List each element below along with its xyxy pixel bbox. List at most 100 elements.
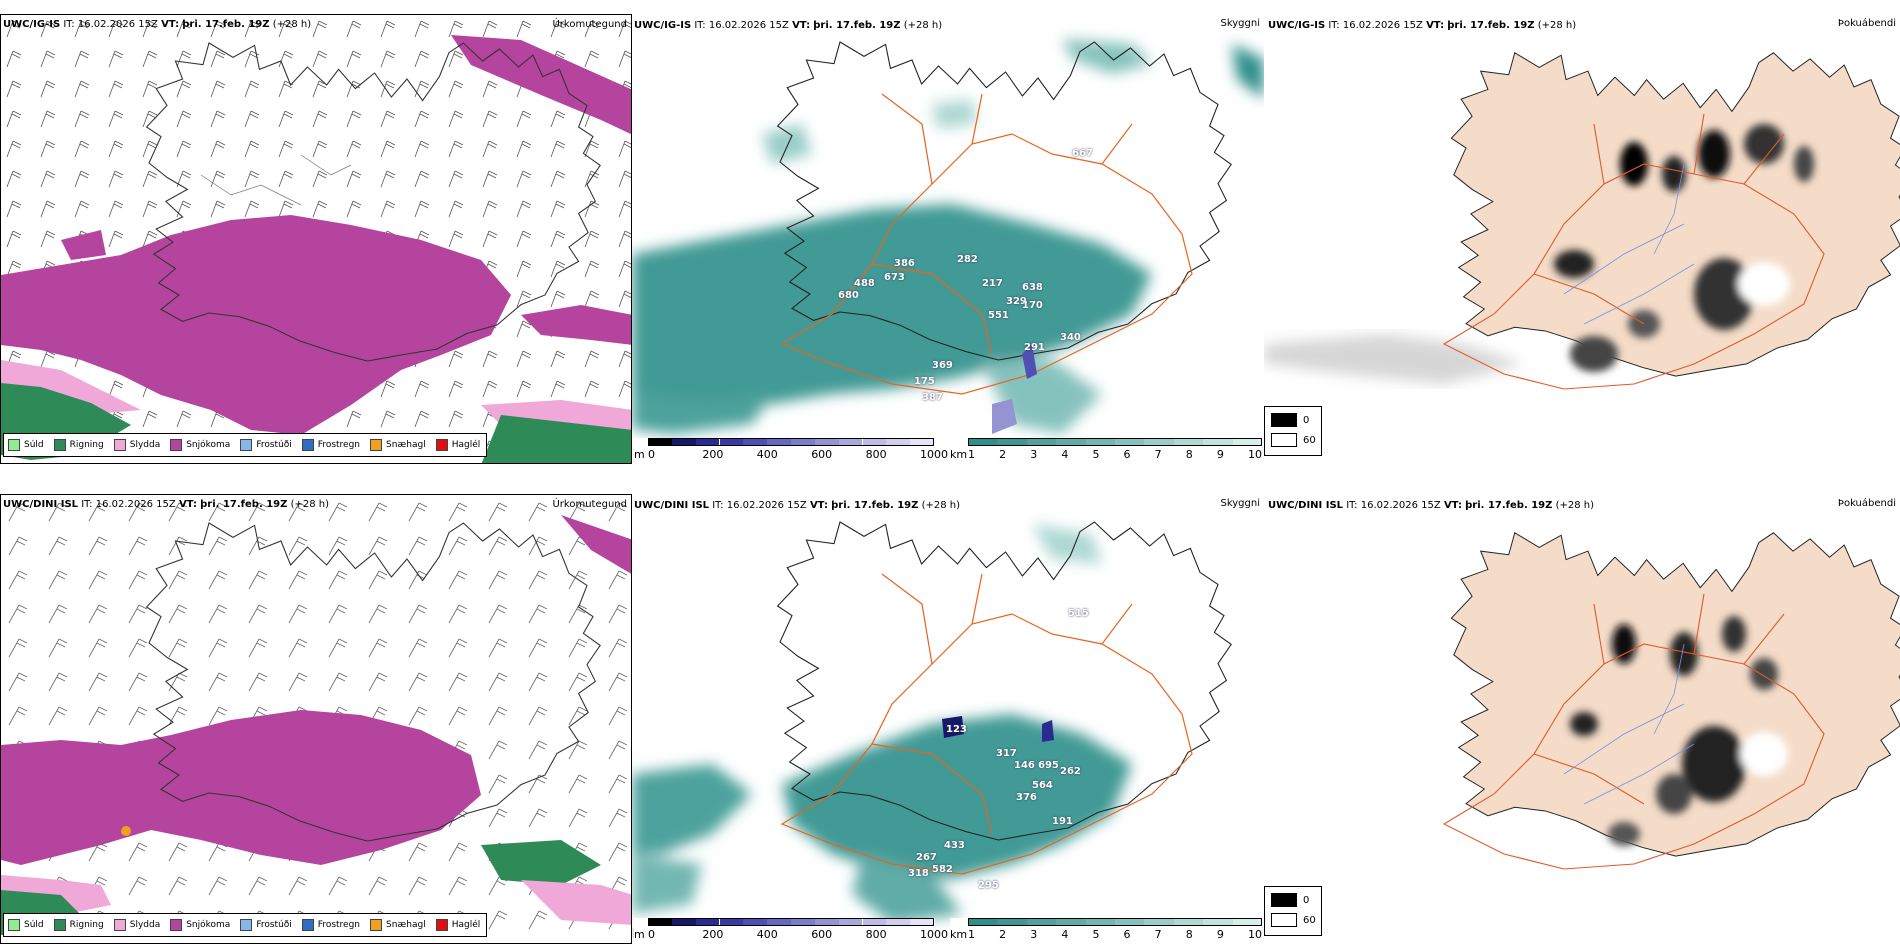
snow-area <box>61 230 106 260</box>
peak-height-label: 262 <box>1060 766 1081 777</box>
fog-legend-value: 0 <box>1303 414 1310 426</box>
run-header: UWC/IG-IS IT: 16.02.2026 15Z VT: þri. 17… <box>634 20 943 31</box>
legend-label: Snæhagl <box>386 920 426 930</box>
colorbar-unit: km <box>950 448 968 461</box>
panel-title-cloud: Skyggni <box>1220 498 1260 509</box>
fog-legend: 0 60 <box>1264 886 1322 936</box>
cloudbase-colorbar: m 0 200 400 600 800 1000 <box>634 438 948 464</box>
legend-item: Haglél <box>435 439 481 451</box>
fog-legend-row: 0 <box>1271 413 1309 427</box>
legend-swatch <box>370 439 383 451</box>
snow-area <box>561 515 631 574</box>
peak-height-label: 170 <box>1022 300 1043 311</box>
rain-area <box>481 415 631 463</box>
panel-title-fog: Þokuábendi <box>1837 498 1896 509</box>
peak-height-label: 329 <box>1006 296 1027 307</box>
legend-label: Haglél <box>451 440 481 450</box>
fog-map-1 <box>1264 52 1900 390</box>
colorbar-segment <box>910 438 935 446</box>
peak-height-label: 191 <box>1052 816 1073 827</box>
peak-height-label: 488 <box>854 278 875 289</box>
colorbar-tick: 200 <box>702 448 724 461</box>
snow-area <box>1 710 481 865</box>
legend-swatch <box>435 919 448 931</box>
snow-area <box>1 215 511 435</box>
colorbar-tick: 200 <box>702 928 724 941</box>
panel-title-precip: Úrkomutegund <box>552 19 627 30</box>
snow-area <box>521 305 631 345</box>
run-header: UWC/DINI ISL IT: 16.02.2026 15Z VT: þri.… <box>1268 500 1595 511</box>
colorbar-tick: 6 <box>1123 448 1131 461</box>
legend-swatch <box>240 919 253 931</box>
legend-item: Slydda <box>113 919 161 931</box>
legend-label: Frostúði <box>256 440 292 450</box>
colorbar-tick: 800 <box>865 928 887 941</box>
colorbar-tick: 1 <box>968 448 975 461</box>
peak-height-label: 680 <box>838 290 859 301</box>
run-header: UWC/DINI ISL IT: 16.02.2026 15Z VT: þri.… <box>3 499 330 510</box>
peak-height-label: 433 <box>944 840 965 851</box>
legend-swatch <box>301 439 314 451</box>
legend-item: Súld <box>8 919 44 931</box>
colorbar-tick: 1000 <box>920 928 948 941</box>
legend-label: Súld <box>24 440 44 450</box>
peak-height-label: 340 <box>1060 332 1081 343</box>
peak-height-label: 217 <box>982 278 1003 289</box>
colorbar-tick: 800 <box>865 448 887 461</box>
precip-map-2 <box>1 495 631 943</box>
legend-label: Snjókoma <box>186 920 231 930</box>
legend-swatch <box>53 439 66 451</box>
fog-legend-swatch <box>1271 433 1297 447</box>
legend-item: Snæhagl <box>370 439 426 451</box>
legend-item: Snjókoma <box>170 439 230 451</box>
colorbar-tick: 7 <box>1154 928 1162 941</box>
colorbar-unit: km <box>950 928 968 941</box>
legend-item: Frostregn <box>301 919 360 931</box>
fog-legend-swatch <box>1271 893 1297 907</box>
legend-swatch <box>435 439 448 451</box>
fog-legend-value: 0 <box>1303 894 1310 906</box>
legend-item: Frostúði <box>240 439 292 451</box>
legend-swatch <box>8 919 20 931</box>
panel-title-precip: Úrkomutegund <box>552 499 627 510</box>
colorbar-tick: 3 <box>1030 928 1038 941</box>
fog-legend-swatch <box>1271 913 1297 927</box>
visibility-map-1 <box>632 39 1264 434</box>
legend-item: Slydda <box>113 439 160 451</box>
colorbar-tick: 9 <box>1216 448 1224 461</box>
colorbar-segment <box>1232 918 1263 926</box>
fog-legend-row: 60 <box>1271 433 1316 447</box>
peak-height-label: 667 <box>1072 148 1093 159</box>
legend-label: Rigning <box>69 920 104 930</box>
legend-label: Frostúði <box>256 920 292 930</box>
colorbar-tick: 2 <box>999 448 1007 461</box>
visibility-panel-2: Skyggni 515 123 317 146 695 262 564 376 191 433 26… <box>632 494 1264 944</box>
legend-label: Slydda <box>129 920 161 930</box>
peak-height-label: 551 <box>988 310 1009 321</box>
legend-item: Haglél <box>435 919 480 931</box>
peak-height-label: 695 <box>1038 760 1059 771</box>
colorbar-unit: m <box>634 928 645 941</box>
legend-label: Rigning <box>69 440 104 450</box>
legend-swatch <box>170 919 183 931</box>
colorbar-frame <box>648 438 934 446</box>
colorbar-tick: 9 <box>1216 928 1224 941</box>
colorbar-segment <box>910 918 935 926</box>
run-header: UWC/IG-IS IT: 16.02.2026 15Z VT: þri. 17… <box>3 19 312 30</box>
colorbar-frame <box>648 918 934 926</box>
peak-height-label: 564 <box>1032 780 1053 791</box>
legend-item: Snæhagl <box>370 919 426 931</box>
visibility-colorbar: km 1 2 3 4 5 6 7 8 9 10 <box>950 918 1264 944</box>
colorbar-tick: 3 <box>1030 448 1038 461</box>
fog-legend-value: 60 <box>1303 434 1316 446</box>
rain-area <box>481 840 601 885</box>
colorbar-tick: 5 <box>1092 448 1100 461</box>
colorbar-tick: 600 <box>811 448 833 461</box>
peak-height-label: 582 <box>932 864 953 875</box>
precip-type-panel-2: UWC/DINI ISL IT: 16.02.2026 15Z VT: þri.… <box>0 494 632 944</box>
visibility-panel-1: Skyggni 386 673 282 488 680 217 638 329 170 551 29… <box>632 14 1264 464</box>
panel-title-fog: Þokuábendi <box>1837 18 1896 29</box>
legend-item: Súld <box>8 439 44 451</box>
colorbar-tick: 5 <box>1092 928 1100 941</box>
fog-map-2 <box>1442 532 1900 870</box>
